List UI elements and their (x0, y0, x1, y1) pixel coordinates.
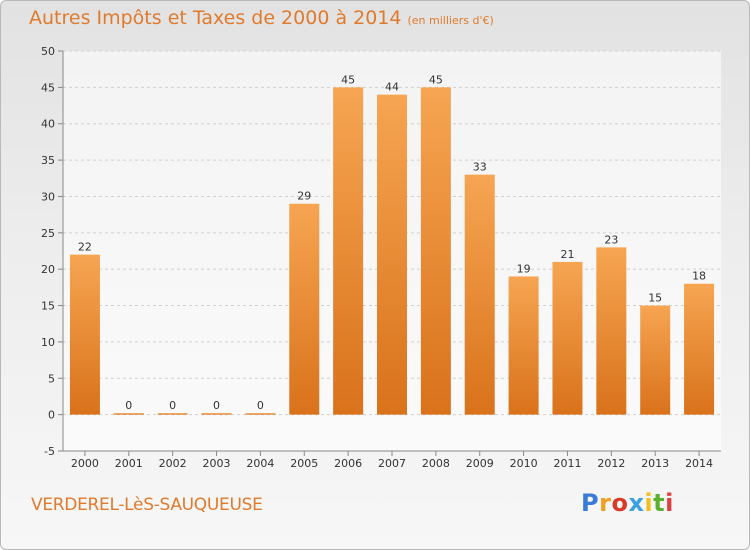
x-tick-label: 2002 (159, 457, 187, 470)
chart-title-main: Autres Impôts et Taxes de 2000 à 2014 (29, 7, 402, 29)
chart-title: Autres Impôts et Taxes de 2000 à 2014 (en… (29, 7, 494, 29)
x-tick-label: 2012 (597, 457, 625, 470)
data-label: 44 (385, 81, 399, 94)
y-tick-label: -5 (44, 445, 55, 458)
x-tick-label: 2009 (466, 457, 494, 470)
data-label: 21 (560, 248, 574, 261)
bar (464, 174, 495, 415)
x-tick-label: 2011 (553, 457, 581, 470)
x-tick-label: 2001 (115, 457, 143, 470)
y-tick-label: 20 (41, 263, 55, 276)
bar (420, 87, 451, 415)
bar (552, 261, 583, 415)
data-label: 0 (257, 399, 264, 412)
data-label: 45 (429, 73, 443, 86)
data-label: 18 (692, 270, 706, 283)
x-tick-label: 2008 (422, 457, 450, 470)
chart-title-unit: (en milliers d'€) (407, 14, 494, 27)
y-tick-label: 0 (48, 409, 55, 422)
data-label: 23 (604, 233, 618, 246)
bar (289, 203, 320, 415)
data-label: 15 (648, 292, 662, 305)
logo-letter: P (581, 489, 600, 517)
data-label: 0 (213, 399, 220, 412)
proxiti-logo: Proxiti (581, 489, 674, 517)
x-tick-label: 2003 (203, 457, 231, 470)
logo-letter: o (611, 489, 629, 517)
data-label: 33 (473, 161, 487, 174)
bar (69, 254, 100, 415)
commune-name: VERDEREL-LèS-SAUQUEUSE (31, 495, 263, 515)
x-tick-label: 2013 (641, 457, 669, 470)
logo-letter: t (653, 489, 666, 517)
bar (333, 87, 364, 415)
x-tick-label: 2006 (334, 457, 362, 470)
y-tick-label: 50 (41, 45, 55, 58)
bar (640, 305, 671, 415)
y-tick-label: 40 (41, 118, 55, 131)
y-tick-label: 30 (41, 190, 55, 203)
x-tick-label: 2004 (246, 457, 274, 470)
y-tick-label: 5 (48, 372, 55, 385)
x-tick-label: 2007 (378, 457, 406, 470)
bar (684, 283, 715, 415)
bar (508, 276, 539, 415)
x-tick-label: 2000 (71, 457, 99, 470)
y-tick-label: 25 (41, 227, 55, 240)
bar (113, 413, 144, 415)
logo-letter: x (628, 489, 645, 517)
data-label: 0 (125, 399, 132, 412)
data-label: 19 (517, 262, 531, 275)
x-tick-label: 2014 (685, 457, 713, 470)
bar (245, 413, 276, 415)
bar (596, 247, 627, 415)
y-tick-label: 35 (41, 154, 55, 167)
x-tick-label: 2005 (290, 457, 318, 470)
data-label: 0 (169, 399, 176, 412)
y-tick-label: 10 (41, 336, 55, 349)
data-label: 29 (297, 190, 311, 203)
logo-letter: i (644, 489, 654, 517)
data-label: 22 (78, 241, 92, 254)
bar (157, 413, 188, 415)
bar (377, 94, 407, 415)
data-label: 45 (341, 73, 355, 86)
bar (201, 413, 232, 415)
logo-letter: r (599, 489, 612, 517)
logo-letter: i (665, 489, 674, 517)
y-tick-label: 45 (41, 81, 55, 94)
y-tick-label: 15 (41, 300, 55, 313)
x-tick-label: 2010 (510, 457, 538, 470)
